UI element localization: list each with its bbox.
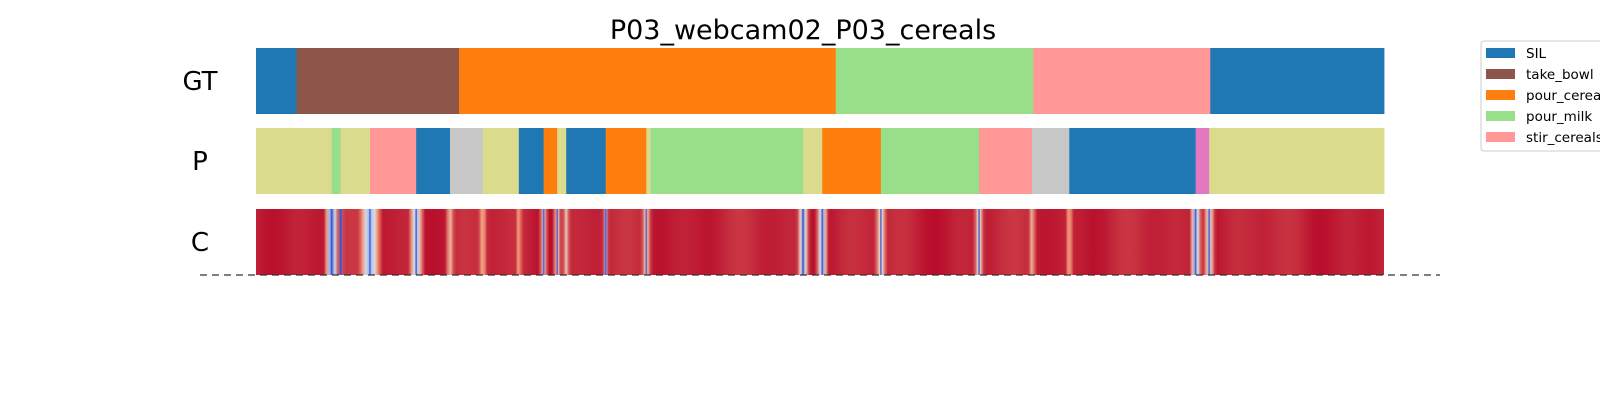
- confidence-dip-3: [415, 209, 417, 275]
- confidence-dip-1: [339, 209, 342, 275]
- legend-swatch-3: [1486, 111, 1515, 121]
- confidence-dip-11: [645, 209, 648, 275]
- legend-label-0: SIL: [1526, 46, 1547, 62]
- segment-p-3: [369, 128, 417, 194]
- segment-p-20: [1195, 128, 1210, 194]
- row-label-p: P: [192, 147, 208, 177]
- rows-group: GT P C: [182, 48, 1385, 275]
- segment-gt-0: [256, 48, 298, 114]
- segment-p-10: [566, 128, 607, 194]
- confidence-dip-8: [556, 209, 558, 275]
- segment-p-13: [650, 128, 804, 194]
- legend-swatch-1: [1486, 69, 1515, 79]
- segment-p-11: [605, 128, 647, 194]
- segment-p-6: [482, 128, 520, 194]
- confidence-dip-7: [542, 209, 545, 275]
- confidence-dip-2: [369, 209, 371, 275]
- segment-p-8: [543, 128, 558, 194]
- segment-gt-4: [1033, 48, 1211, 114]
- legend-swatch-4: [1486, 132, 1515, 142]
- segment-p-14: [803, 128, 823, 194]
- confidence-dip-14: [880, 209, 882, 275]
- legend-label-4: stir_cereals: [1526, 130, 1600, 146]
- confidence-dip-15: [978, 209, 980, 275]
- legend-label-1: take_bowl: [1526, 67, 1594, 83]
- confidence-heatmap: [256, 209, 1384, 275]
- segment-gt-2: [459, 48, 837, 114]
- segment-p-4: [416, 128, 451, 194]
- confidence-dip-19: [1208, 209, 1210, 275]
- segment-p-18: [1032, 128, 1070, 194]
- row-gt: GT: [182, 48, 1385, 114]
- segment-p-16: [880, 128, 980, 194]
- segment-p-21: [1209, 128, 1385, 194]
- row-c: C: [191, 209, 1384, 275]
- segment-p-1: [331, 128, 341, 194]
- segment-gt-3: [835, 48, 1034, 114]
- segment-gt-5: [1210, 48, 1385, 114]
- legend-label-2: pour_cereals: [1526, 88, 1600, 104]
- segment-p-17: [979, 128, 1033, 194]
- segment-p-15: [822, 128, 882, 194]
- legend-swatch-2: [1486, 90, 1515, 100]
- segment-p-7: [518, 128, 545, 194]
- row-label-gt: GT: [182, 67, 217, 97]
- legend-frame: [1480, 40, 1600, 152]
- legend-label-3: pour_milk: [1526, 109, 1592, 125]
- chart-title: P03_webcam02_P03_cereals: [610, 15, 996, 46]
- segment-p-5: [450, 128, 484, 194]
- segment-p-9: [557, 128, 567, 194]
- row-p: P: [192, 128, 1385, 194]
- segment-p-12: [646, 128, 652, 194]
- legend-swatch-0: [1486, 48, 1515, 58]
- legend: SIL take_bowl pour_cereals pour_milk stir_ce…: [1480, 40, 1600, 152]
- confidence-dip-13: [821, 209, 824, 275]
- segment-gt-1: [296, 48, 460, 114]
- row-label-c: C: [191, 228, 209, 258]
- confidence-dip-12: [802, 209, 804, 275]
- segment-p-0: [256, 128, 332, 194]
- confidence-dip-10: [604, 209, 607, 275]
- confidence-dip-0: [330, 209, 333, 275]
- confidence-dip-18: [1194, 209, 1197, 275]
- segment-p-2: [340, 128, 371, 194]
- segment-p-19: [1069, 128, 1197, 194]
